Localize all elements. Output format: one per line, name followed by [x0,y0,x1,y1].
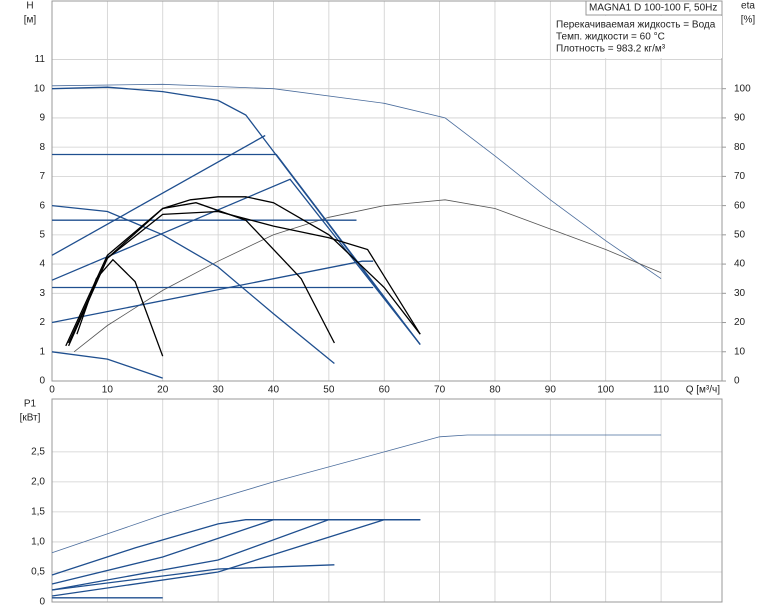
x-tick-label: 100 [597,385,614,396]
y2-tick-label: 0 [734,376,740,387]
x-tick-label: 0 [49,385,55,396]
y2-tick-label: 40 [734,259,746,270]
x-tick-label: 90 [545,385,557,396]
plot-frame [51,0,723,382]
y-tick-label: 1,5 [31,507,45,518]
y2-tick-label: 30 [734,288,746,299]
curve [51,434,662,554]
x-tick-label: 60 [379,385,391,396]
annotation: Темп. жидкости = 60 °C [556,32,665,43]
y-tick-label: 1 [39,346,45,357]
curve [51,83,662,280]
y2-axis-label: eta [741,1,755,12]
y2-tick-label: 70 [734,171,746,182]
y-axis-unit: [м] [24,15,37,26]
curve [52,153,421,345]
curve [51,260,374,324]
y2-tick-label: 90 [734,113,746,124]
y-tick-label: 1,0 [31,537,45,548]
y2-tick-label: 20 [734,317,746,328]
y-tick-label: 5 [39,229,45,240]
info-box [585,0,723,16]
y-tick-label: 10 [34,83,46,94]
curve [51,351,163,379]
y-tick-label: 7 [39,171,45,182]
curve [51,564,335,591]
y-axis-unit: [кВт] [20,413,41,424]
plot-frame [51,398,723,603]
y-tick-label: 9 [39,113,45,124]
annotation: Плотность = 983.2 кг/м³ [556,44,666,55]
x-tick-label: 110 [653,385,669,396]
info-box [553,16,722,58]
y-axis-label: P1 [24,399,37,410]
curve [76,258,164,357]
annotation: Перекачиваемая жидкость = Вода [556,20,716,31]
y-tick-label: 6 [39,200,45,211]
annotation: MAGNA1 D 100-100 F, 50Hz [589,3,717,14]
y-tick-label: 2,0 [31,477,45,488]
curve [51,134,266,256]
x-tick-label: 50 [323,385,335,396]
y-tick-label: 11 [35,54,46,65]
curve [51,178,421,345]
y-tick-label: 4 [39,259,45,270]
y2-tick-label: 10 [734,346,746,357]
curve [73,199,662,353]
y-tick-label: 8 [39,142,45,153]
curve [65,196,421,347]
y2-tick-label: 80 [734,142,746,153]
y2-tick-label: 50 [734,229,746,240]
x-axis-label: Q [м³/ч] [686,385,721,396]
y-tick-label: 0 [39,597,45,608]
y-axis-label: H [26,1,33,12]
curve [51,204,335,365]
y-tick-label: 0 [39,376,45,387]
x-tick-label: 40 [268,385,280,396]
x-tick-label: 10 [102,385,114,396]
y-tick-label: 2,5 [31,446,45,457]
y-tick-label: 2 [39,317,45,328]
y-tick-label: 3 [39,288,45,299]
x-tick-label: 80 [489,385,501,396]
y2-tick-label: 100 [734,83,751,94]
curve [51,519,421,591]
y2-axis-unit: [%] [741,15,756,26]
y2-tick-label: 60 [734,200,746,211]
x-tick-label: 20 [157,385,169,396]
x-tick-label: 70 [434,385,446,396]
x-tick-label: 30 [213,385,225,396]
curve [51,519,421,597]
y-tick-label: 0,5 [31,567,45,578]
curve [68,210,421,347]
